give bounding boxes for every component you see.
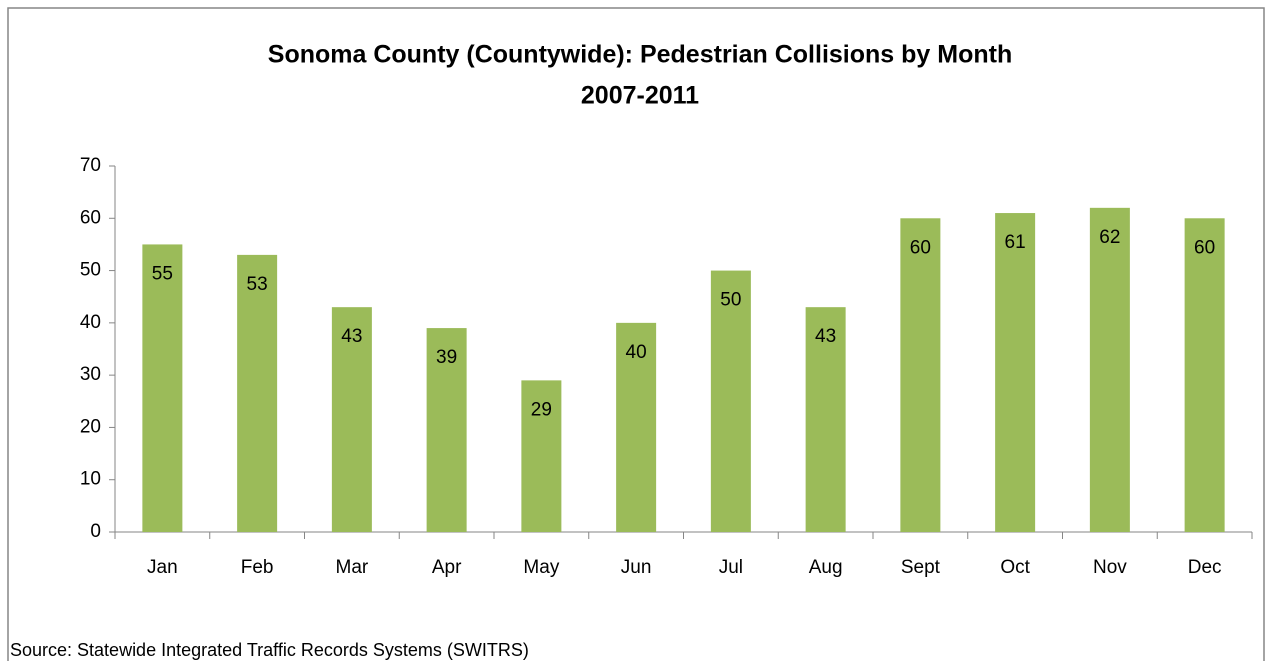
data-label: 62 bbox=[1099, 227, 1120, 248]
bar bbox=[1184, 218, 1225, 533]
x-tick-label: Oct bbox=[1000, 557, 1030, 578]
x-tick-label: Nov bbox=[1093, 557, 1127, 578]
y-tick-label: 30 bbox=[80, 364, 101, 385]
y-tick-label: 40 bbox=[80, 312, 101, 333]
bar bbox=[900, 218, 941, 533]
source-note: Source: Statewide Integrated Traffic Rec… bbox=[10, 640, 529, 660]
y-tick-label: 70 bbox=[80, 155, 101, 176]
chart-border bbox=[7, 7, 1265, 661]
y-tick-label: 20 bbox=[80, 416, 101, 437]
bar bbox=[995, 213, 1036, 533]
data-label: 55 bbox=[152, 263, 173, 284]
chart-subtitle: 2007-2011 bbox=[581, 82, 699, 110]
bar bbox=[142, 244, 183, 532]
x-tick-label: Apr bbox=[432, 557, 462, 578]
data-label: 40 bbox=[626, 342, 647, 363]
data-label: 61 bbox=[1005, 232, 1026, 253]
x-tick-label: Dec bbox=[1188, 557, 1222, 578]
x-tick-label: Mar bbox=[336, 557, 369, 578]
data-label: 29 bbox=[531, 399, 552, 420]
y-tick-label: 60 bbox=[80, 207, 101, 228]
data-label: 43 bbox=[815, 326, 836, 347]
x-tick-label: Feb bbox=[241, 557, 274, 578]
x-tick-label: Sept bbox=[901, 557, 941, 578]
y-tick-label: 50 bbox=[80, 260, 101, 281]
x-tick-label: Jun bbox=[621, 557, 652, 578]
chart-title: Sonoma County (Countywide): Pedestrian C… bbox=[268, 41, 1012, 69]
x-tick-label: Jul bbox=[719, 557, 743, 578]
bar bbox=[616, 322, 657, 532]
bar bbox=[331, 307, 372, 532]
data-label: 60 bbox=[1194, 237, 1215, 258]
data-label: 50 bbox=[720, 290, 741, 311]
bar bbox=[237, 254, 278, 532]
data-label: 53 bbox=[247, 274, 268, 295]
data-label: 39 bbox=[436, 347, 457, 368]
bar bbox=[710, 270, 751, 532]
y-tick-label: 0 bbox=[90, 521, 101, 542]
bar bbox=[521, 380, 562, 532]
y-tick-label: 10 bbox=[80, 469, 101, 490]
data-label: 60 bbox=[910, 237, 931, 258]
x-tick-label: Jan bbox=[147, 557, 178, 578]
x-tick-label: May bbox=[523, 557, 559, 578]
x-tick-label: Aug bbox=[809, 557, 843, 578]
bar bbox=[1089, 207, 1130, 533]
bar bbox=[426, 328, 467, 532]
data-label: 43 bbox=[341, 326, 362, 347]
bar bbox=[805, 307, 846, 532]
